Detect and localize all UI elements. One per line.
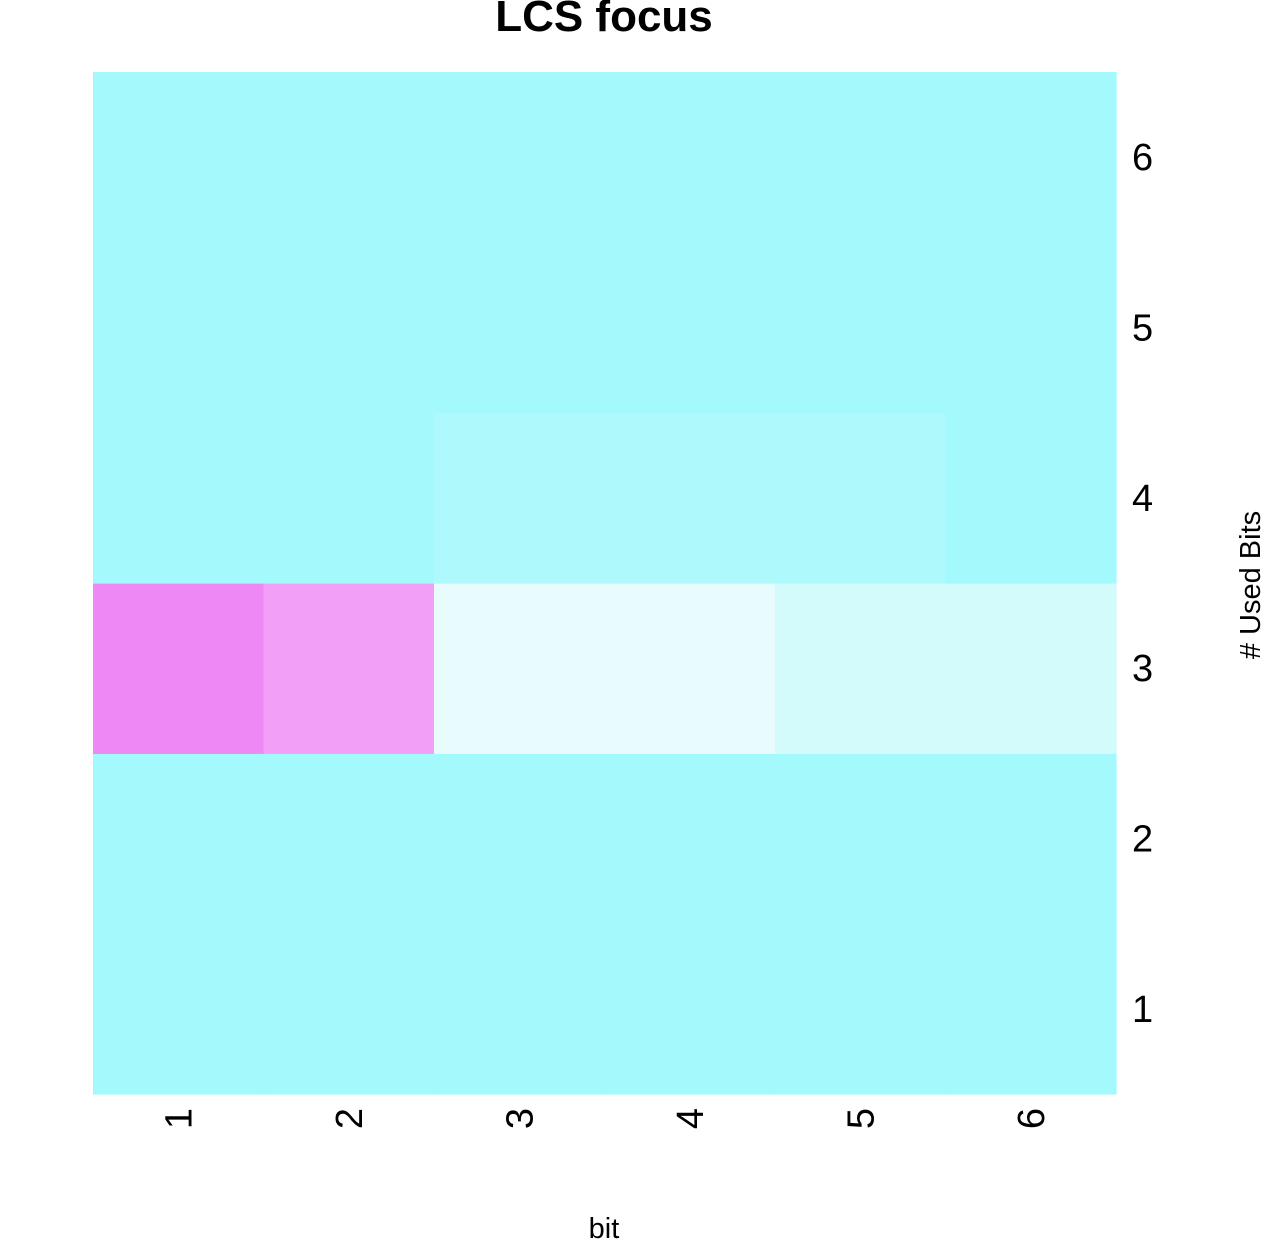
y-tick-label: 5: [1132, 308, 1153, 350]
x-tick-label: 3: [499, 1108, 541, 1129]
heatmap-cell-x5-y5: [775, 242, 947, 414]
heatmap-cell-x2-y3: [263, 583, 435, 754]
chart-title: LCS focus: [495, 0, 713, 41]
heatmap-cell-x2-y4: [263, 412, 435, 584]
heatmap-cell-x6-y6: [945, 72, 1117, 243]
heatmap-cell-x1-y1: [93, 923, 265, 1095]
heatmap-cell-x3-y1: [434, 923, 606, 1095]
heatmap-cell-x4-y4: [604, 412, 776, 584]
heatmap-cell-x6-y2: [945, 753, 1117, 925]
heatmap-cell-x4-y5: [604, 242, 776, 414]
heatmap-cell-x1-y2: [93, 753, 265, 925]
x-tick-label: 1: [158, 1108, 200, 1129]
y-axis-tick-labels: 1 2 3 4 5 6: [1132, 137, 1153, 1031]
heatmap-cell-x6-y1: [945, 923, 1117, 1095]
heatmap-cell-x2-y1: [263, 923, 435, 1095]
heatmap-cell-x5-y6: [775, 72, 947, 243]
heatmap-cell-x5-y3: [775, 583, 947, 754]
heatmap-cell-x3-y3: [434, 583, 606, 754]
y-tick-label: 1: [1132, 989, 1153, 1031]
x-tick-label: 2: [329, 1108, 371, 1129]
heatmap-cell-x6-y3: [945, 583, 1117, 754]
heatmap-cells: [93, 72, 1117, 1095]
heatmap-cell-x6-y4: [945, 412, 1117, 584]
heatmap-cell-x2-y5: [263, 242, 435, 414]
y-axis-label: # Used Bits: [1235, 511, 1267, 659]
y-tick-label: 6: [1132, 137, 1153, 179]
heatmap-cell-x2-y2: [263, 753, 435, 925]
x-axis-tick-labels: 1 2 3 4 5 6: [158, 1108, 1053, 1129]
y-tick-label: 3: [1132, 648, 1153, 690]
heatmap-cell-x1-y5: [93, 242, 265, 414]
x-tick-label: 6: [1011, 1108, 1053, 1129]
heatmap-cell-x5-y4: [775, 412, 947, 584]
heatmap-cell-x3-y6: [434, 72, 606, 243]
x-axis-label: bit: [589, 1213, 620, 1245]
heatmap-cell-x4-y1: [604, 923, 776, 1095]
heatmap-cell-x3-y5: [434, 242, 606, 414]
heatmap-cell-x4-y6: [604, 72, 776, 243]
x-tick-label: 4: [670, 1108, 712, 1129]
heatmap-cell-x4-y2: [604, 753, 776, 925]
heatmap-cell-x5-y1: [775, 923, 947, 1095]
heatmap-cell-x1-y3: [93, 583, 265, 754]
heatmap-cell-x1-y6: [93, 72, 265, 243]
heatmap-cell-x2-y6: [263, 72, 435, 243]
heatmap-cell-x3-y2: [434, 753, 606, 925]
heatmap-cell-x5-y2: [775, 753, 947, 925]
y-tick-label: 2: [1132, 819, 1153, 861]
y-tick-label: 4: [1132, 478, 1153, 520]
heatmap-cell-x3-y4: [434, 412, 606, 584]
heatmap-cell-x1-y4: [93, 412, 265, 584]
heatmap-cell-x4-y3: [604, 583, 776, 754]
x-tick-label: 5: [840, 1108, 882, 1129]
heatmap-cell-x6-y5: [945, 242, 1117, 414]
